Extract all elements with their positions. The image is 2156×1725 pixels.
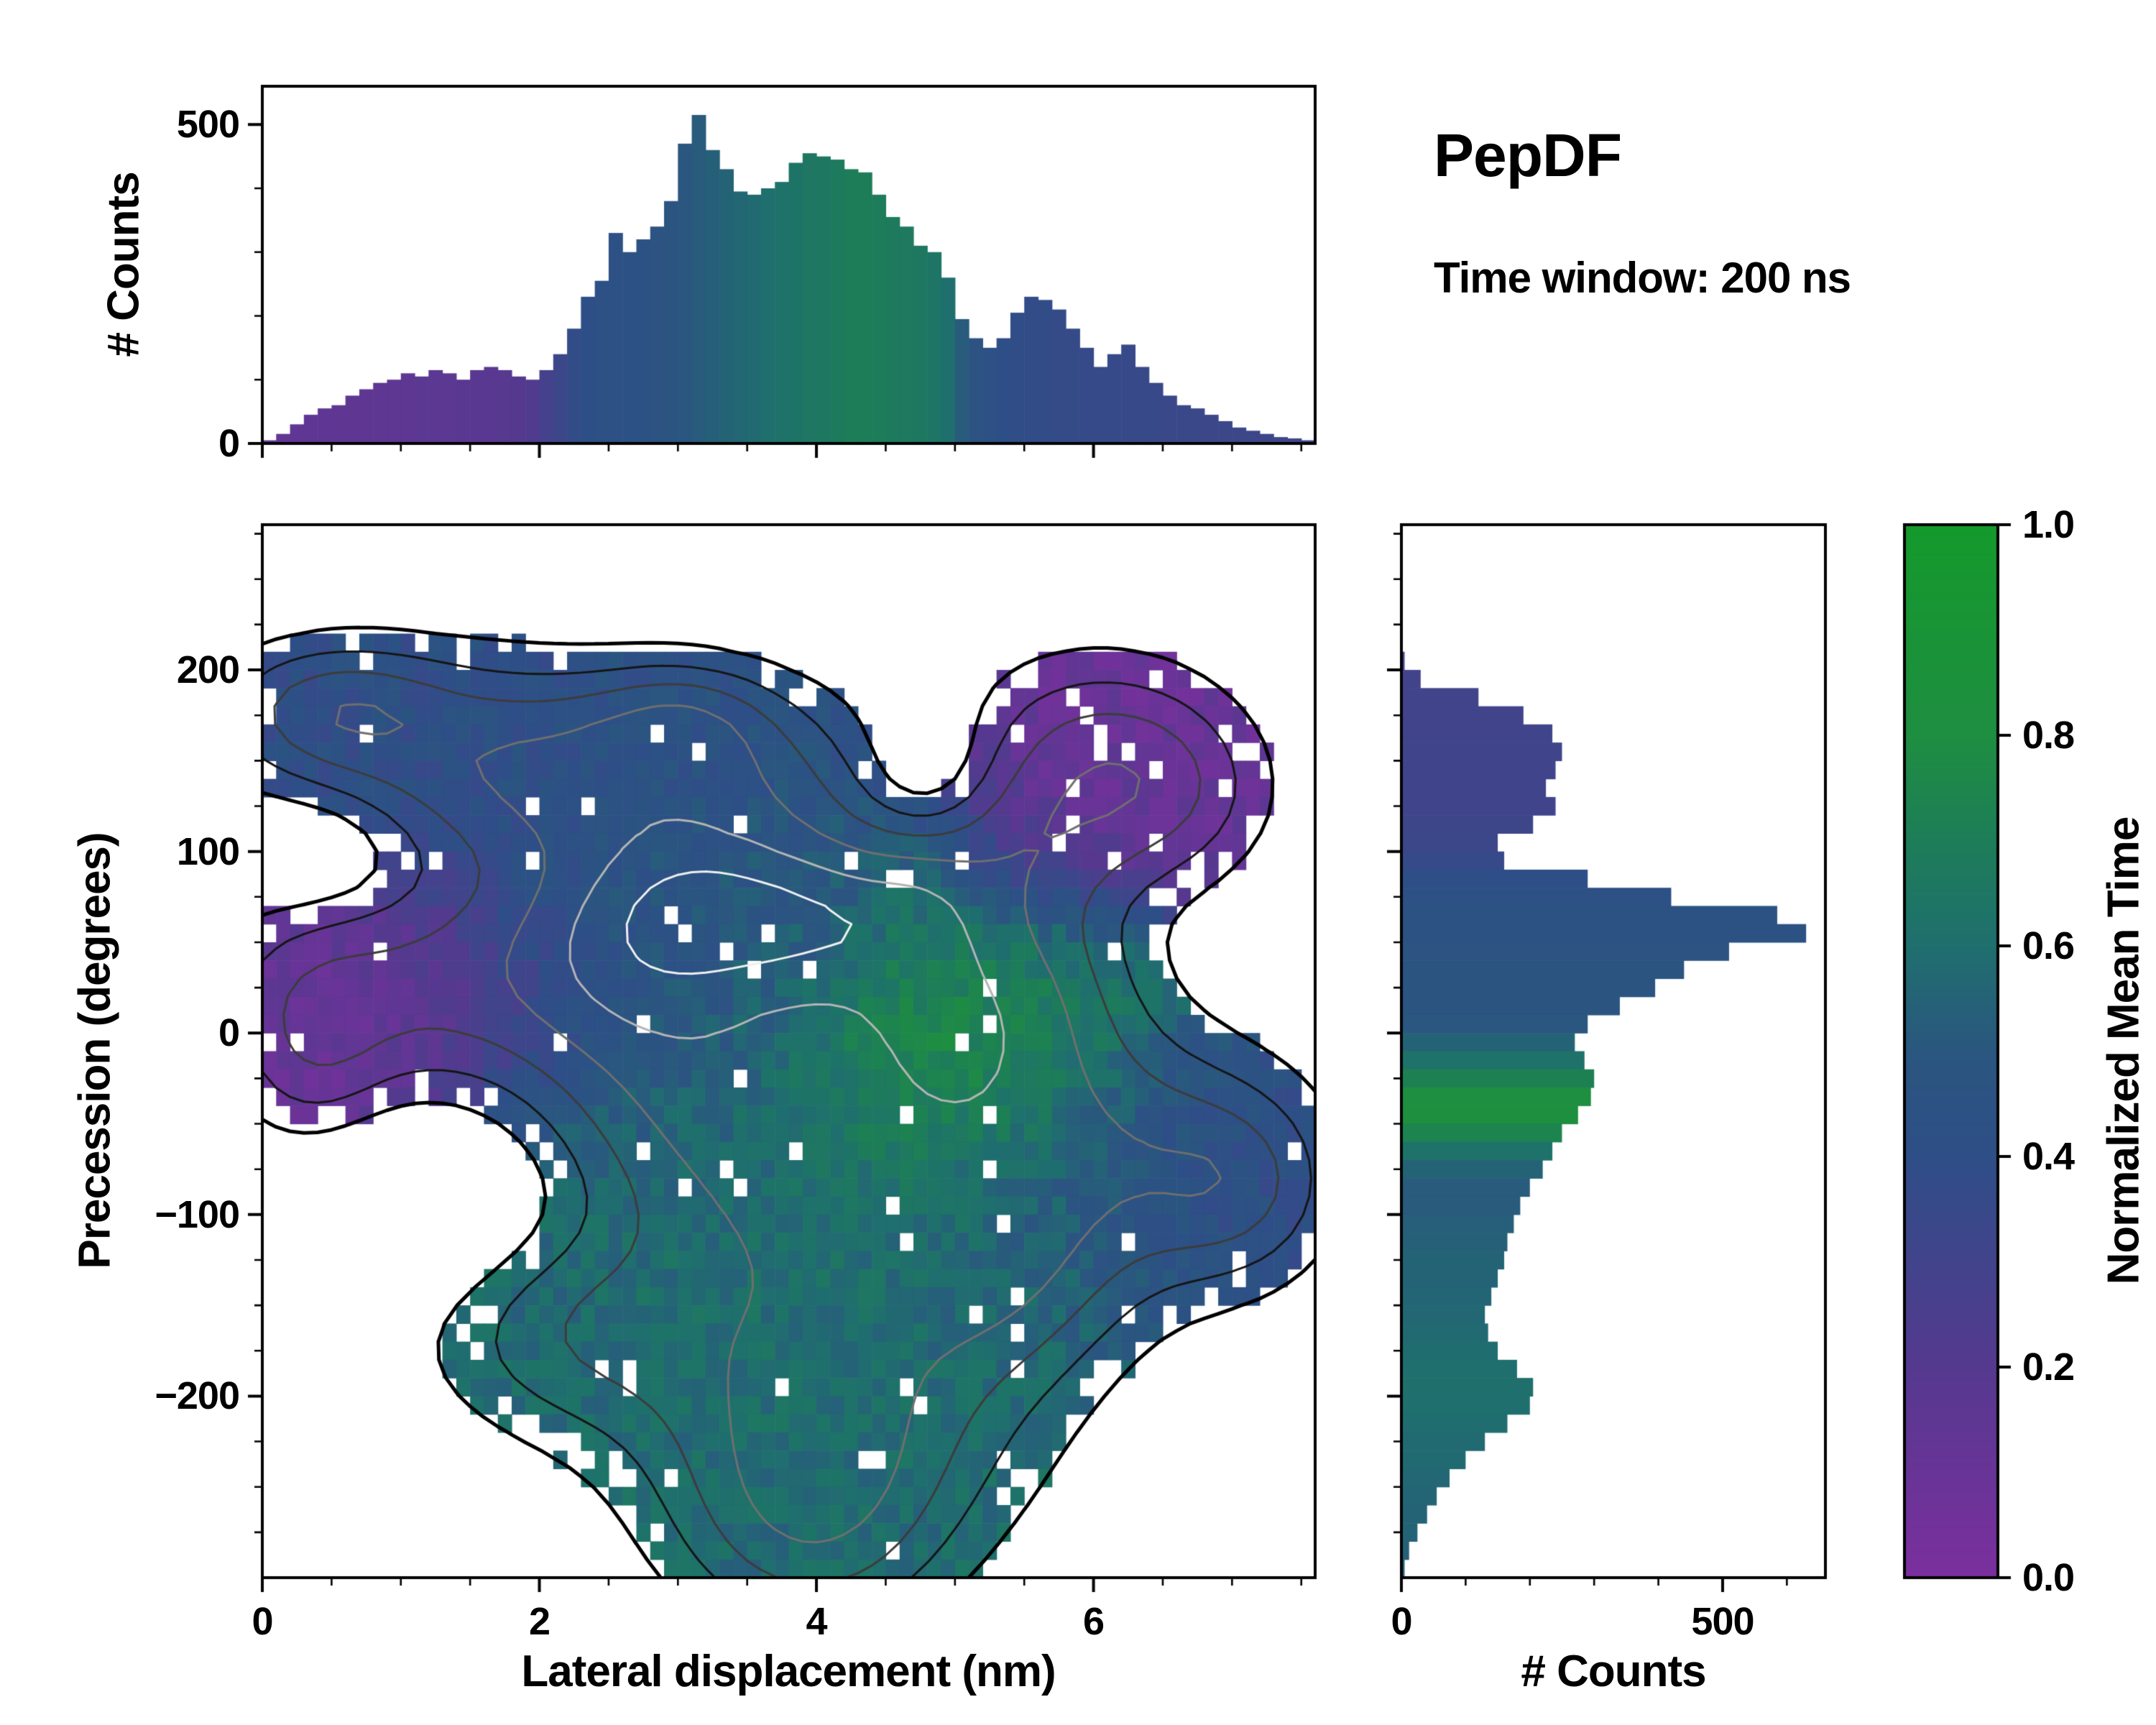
colorbar-tick: 0.6 <box>2022 924 2075 967</box>
colorbar-tick: 0.0 <box>2022 1556 2075 1599</box>
right-hist-xtick: 0 <box>1391 1600 1412 1643</box>
top-hist-ytick: 500 <box>176 103 240 147</box>
main-ytick: −200 <box>155 1374 240 1418</box>
colorbar-tick: 1.0 <box>2022 503 2075 546</box>
figure-subtitle: Time window: 200 ns <box>1434 254 1851 302</box>
main-ytick: 100 <box>176 829 240 873</box>
main-xtick: 4 <box>806 1600 828 1643</box>
top-hist-ylabel: # Counts <box>98 172 149 357</box>
right-hist-xtick: 500 <box>1691 1600 1754 1643</box>
colorbar-label: Normalized Mean Time <box>2099 816 2149 1285</box>
main-ylabel: Precession (degrees) <box>70 832 120 1269</box>
colorbar-tick: 0.8 <box>2022 714 2075 757</box>
right-hist-xlabel: # Counts <box>1521 1647 1706 1696</box>
main-ytick: 0 <box>218 1011 240 1055</box>
figure-title: PepDF <box>1434 121 1622 189</box>
main-xtick: 6 <box>1083 1600 1105 1643</box>
main-xtick: 2 <box>528 1600 550 1643</box>
colorbar-tick: 0.2 <box>2022 1346 2075 1389</box>
top-hist-ytick: 0 <box>218 422 240 465</box>
main-xtick: 0 <box>252 1600 273 1643</box>
main-ytick: 200 <box>176 648 240 692</box>
colorbar-tick: 0.4 <box>2022 1135 2075 1178</box>
main-xlabel: Lateral displacement (nm) <box>521 1647 1056 1696</box>
main-ytick: −100 <box>155 1192 240 1236</box>
